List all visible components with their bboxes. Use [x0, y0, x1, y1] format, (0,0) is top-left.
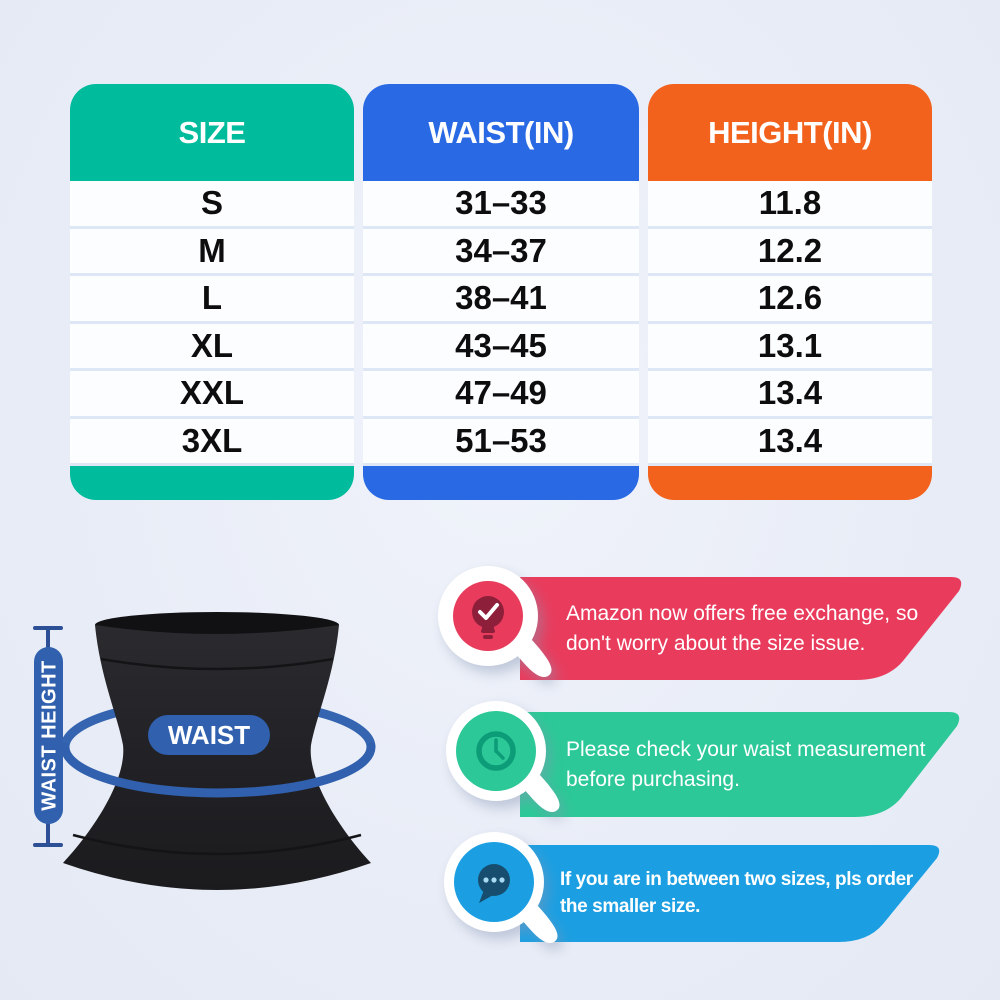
- chat-bubble-icon: [444, 832, 558, 944]
- table-cell: 13.4: [648, 419, 932, 466]
- waist-trainer-illustration: WAIST HEIGHT WAIST: [15, 585, 455, 915]
- size-table-column-size: SIZE S M L XL XXL 3XL: [70, 84, 354, 500]
- table-cell: 31–33: [363, 181, 639, 229]
- column-footer-bar: [70, 466, 354, 500]
- table-cell: 12.6: [648, 276, 932, 324]
- callout-banner-between-sizes: [520, 845, 940, 942]
- waist-ellipse-front: [60, 742, 376, 798]
- waist-label: WAIST: [168, 720, 250, 750]
- size-table: SIZE S M L XL XXL 3XL WAIST(IN) 31–33 34…: [70, 84, 932, 500]
- table-cell: L: [70, 276, 354, 324]
- callout-text-between-sizes: If you are in between two sizes, pls ord…: [560, 869, 913, 917]
- waist-height-pill: [34, 647, 63, 824]
- table-cell: 3XL: [70, 419, 354, 466]
- size-table-column-waist: WAIST(IN) 31–33 34–37 38–41 43–45 47–49 …: [363, 84, 639, 500]
- table-cell: 11.8: [648, 181, 932, 229]
- table-cell: 13.4: [648, 371, 932, 419]
- table-cell: 34–37: [363, 229, 639, 276]
- size-table-column-height: HEIGHT(IN) 11.8 12.2 12.6 13.1 13.4 13.4: [648, 84, 932, 500]
- table-cell: S: [70, 181, 354, 229]
- column-footer-bar: [363, 466, 639, 500]
- callout-text-exchange: Amazon now offers free exchange, so don'…: [566, 602, 919, 655]
- column-header-height: HEIGHT(IN): [648, 84, 932, 181]
- table-cell: 12.2: [648, 229, 932, 276]
- garment-opening: [95, 612, 339, 638]
- callout-banner-measure: [520, 712, 960, 817]
- column-header-waist: WAIST(IN): [363, 84, 639, 181]
- table-cell: 38–41: [363, 276, 639, 324]
- waist-height-label: WAIST HEIGHT: [39, 660, 61, 810]
- column-body: S M L XL XXL 3XL: [70, 181, 354, 466]
- lightbulb-check-icon: [438, 566, 552, 678]
- table-cell: M: [70, 229, 354, 276]
- garment-body: [63, 625, 371, 890]
- table-cell: 51–53: [363, 419, 639, 466]
- table-cell: 13.1: [648, 324, 932, 371]
- column-body: 11.8 12.2 12.6 13.1 13.4 13.4: [648, 181, 932, 466]
- column-body: 31–33 34–37 38–41 43–45 47–49 51–53: [363, 181, 639, 466]
- waist-pill: [148, 715, 270, 755]
- clock-icon: [446, 701, 560, 813]
- column-header-size: SIZE: [70, 84, 354, 181]
- column-footer-bar: [648, 466, 932, 500]
- garment-seam-top: [100, 657, 334, 671]
- callout-banner-exchange: [520, 577, 962, 680]
- table-cell: XL: [70, 324, 354, 371]
- table-cell: 43–45: [363, 324, 639, 371]
- garment-seam-bottom: [72, 833, 362, 856]
- table-cell: 47–49: [363, 371, 639, 419]
- callout-text-measure: Please check your waist measurement befo…: [566, 738, 926, 791]
- table-cell: XXL: [70, 371, 354, 419]
